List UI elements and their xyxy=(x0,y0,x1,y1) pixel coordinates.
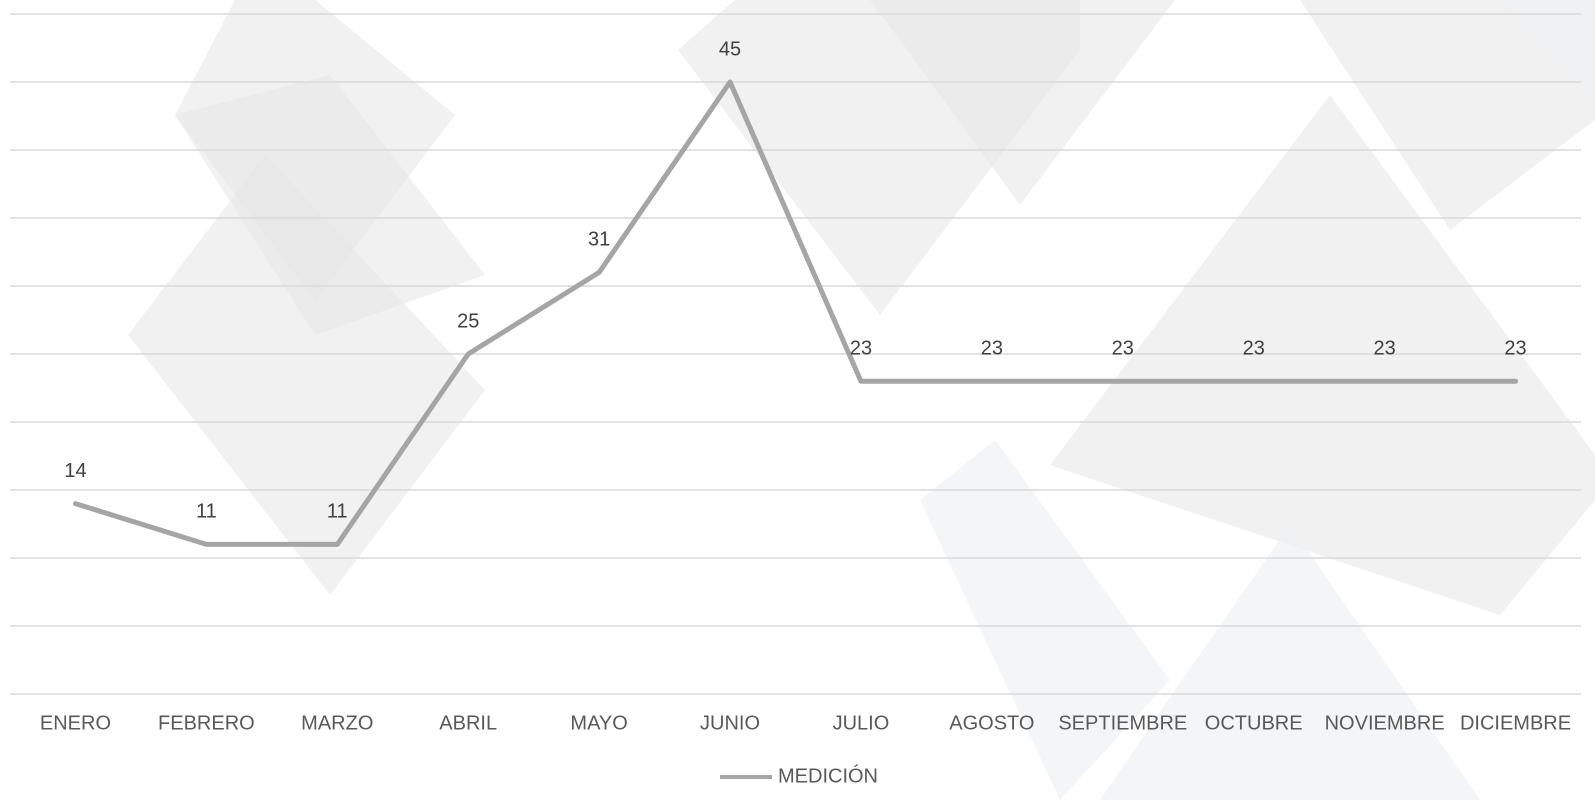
legend-label: MEDICIÓN xyxy=(778,764,878,787)
chart: ENERO FEBRERO MARZO ABRIL MAYO JUNIO JULIO AGOS… xyxy=(0,0,1595,800)
data-label: 23 xyxy=(850,337,872,359)
data-label: 23 xyxy=(1112,337,1134,359)
data-label: 23 xyxy=(1374,337,1396,359)
x-tick-label: DICIEMBRE xyxy=(1460,712,1571,734)
x-tick-label: JUNIO xyxy=(700,712,760,734)
data-label: 25 xyxy=(457,310,479,332)
x-tick-label: ENERO xyxy=(40,712,111,734)
data-label: 11 xyxy=(196,501,217,523)
data-label: 11 xyxy=(327,501,348,523)
x-tick-label: JULIO xyxy=(833,712,890,734)
x-tick-label: MARZO xyxy=(301,712,373,734)
x-tick-label: NOVIEMBRE xyxy=(1325,712,1445,734)
data-label: 45 xyxy=(719,38,741,60)
legend: MEDICIÓN xyxy=(720,764,878,787)
x-tick-label: OCTUBRE xyxy=(1205,712,1303,734)
data-label: 31 xyxy=(588,229,610,251)
x-tick-label: SEPTIEMBRE xyxy=(1058,712,1187,734)
x-tick-label: ABRIL xyxy=(439,712,497,734)
background-decoration xyxy=(128,0,1595,800)
x-tick-label: FEBRERO xyxy=(158,712,255,734)
x-tick-label: AGOSTO xyxy=(949,712,1034,734)
x-tick-label: MAYO xyxy=(570,712,627,734)
data-label: 23 xyxy=(981,337,1003,359)
data-label: 23 xyxy=(1243,337,1265,359)
data-label: 23 xyxy=(1504,337,1526,359)
data-label: 14 xyxy=(64,460,86,482)
